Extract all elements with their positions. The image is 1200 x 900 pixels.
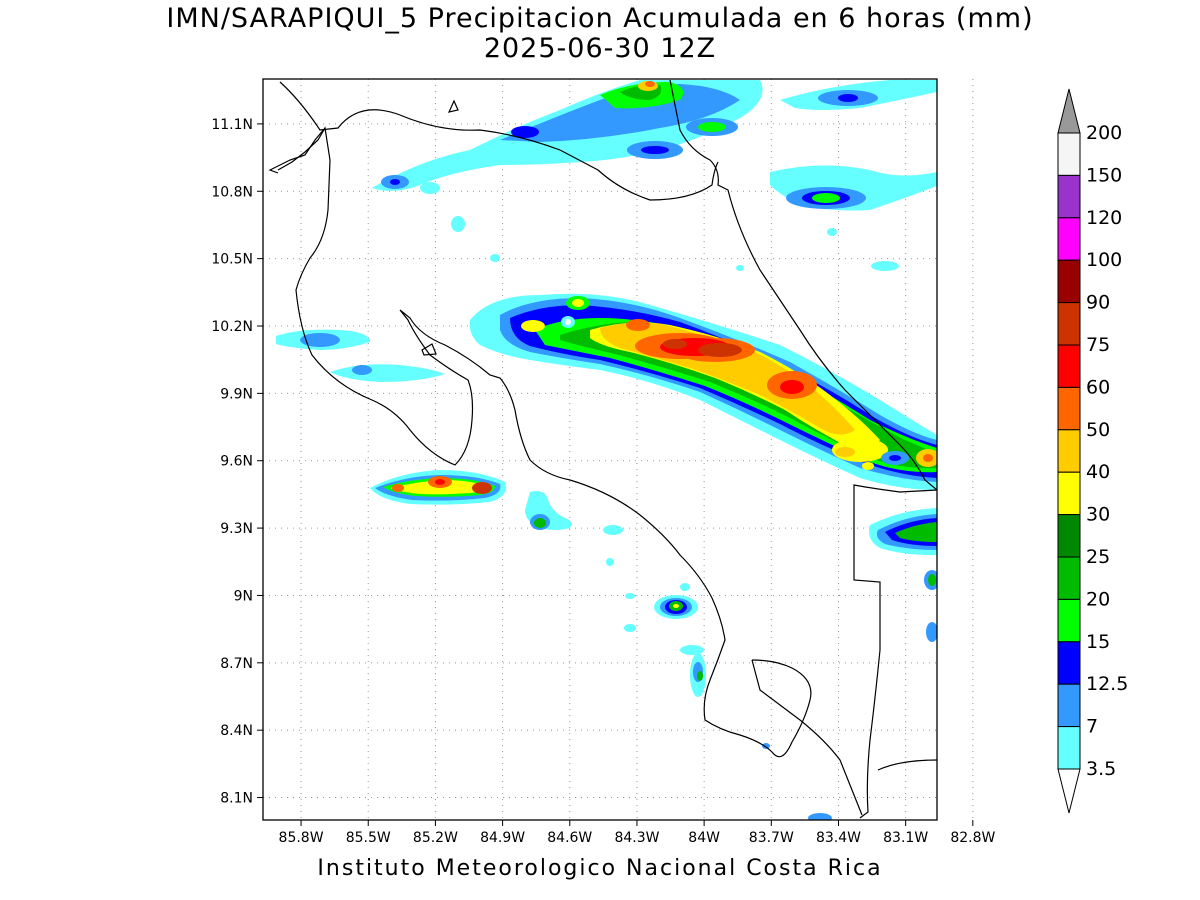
lon-axis-labels: 85.8W 85.5W 85.2W 84.9W 84.6W 84.3W 84W 83.7W 83… <box>279 820 995 846</box>
precip-band-main <box>469 293 937 490</box>
osa-peninsula <box>751 659 863 816</box>
precip-band-nicoya <box>370 470 506 505</box>
pacific-coast-north <box>277 126 812 758</box>
colorbar-swatch <box>1057 259 1081 304</box>
colorbar-label: 3.5 <box>1086 758 1116 780</box>
colorbar-swatch <box>1057 683 1081 728</box>
colorbar-swatch <box>1057 344 1081 388</box>
lon-tick-label: 83.4W <box>816 830 861 846</box>
lon-tick-label: 83.1W <box>883 830 928 846</box>
lat-tick-label: 10.5N <box>211 252 253 268</box>
colorbar-swatch <box>1057 641 1081 685</box>
lat-tick-label: 8.7N <box>220 656 253 672</box>
precip-band-west <box>276 329 445 382</box>
lat-axis-labels: 11.1N 10.8N 10.5N 10.2N 9.9N 9.6N 9.3N 9N 8.7N 8.… <box>211 117 263 807</box>
lon-tick-label: 84.3W <box>614 830 659 846</box>
lat-tick-label: 8.4N <box>220 723 253 739</box>
lat-tick-label: 8.1N <box>220 791 253 807</box>
lat-tick-label: 9.3N <box>220 521 253 537</box>
lat-tick-label: 9.6N <box>220 454 253 470</box>
colorbar: 200 150 120 100 90 75 60 50 40 30 25 20 15 12.5 7 3.5 <box>1057 88 1128 814</box>
colorbar-label: 75 <box>1086 334 1110 356</box>
colorbar-underflow-triangle <box>1057 768 1081 814</box>
colorbar-label: 60 <box>1086 376 1110 398</box>
footer-credit: Instituto Meteorologico Nacional Costa R… <box>317 856 883 881</box>
colorbar-swatch <box>1057 514 1081 558</box>
colorbar-swatch <box>1057 556 1081 600</box>
colorbar-swatch <box>1057 386 1081 431</box>
lake-nicaragua-shore <box>268 127 326 174</box>
colorbar-swatch <box>1057 726 1081 770</box>
colorbar-swatch <box>1057 217 1081 261</box>
island-nicoya <box>421 343 437 356</box>
colorbar-label: 150 <box>1086 164 1122 186</box>
colorbar-label: 100 <box>1086 249 1122 271</box>
lon-tick-label: 83.7W <box>749 830 794 846</box>
lat-tick-label: 9.9N <box>220 386 253 402</box>
lat-tick-label: 11.1N <box>211 117 253 133</box>
precip-band-north <box>372 80 937 271</box>
colorbar-label: 30 <box>1086 504 1110 526</box>
colorbar-label: 120 <box>1086 207 1122 229</box>
lon-tick-label: 84.9W <box>480 830 525 846</box>
nicaragua-border <box>279 81 719 201</box>
lon-tick-label: 84W <box>688 830 720 846</box>
lat-tick-label: 9N <box>234 588 253 604</box>
colorbar-label: 40 <box>1086 461 1110 483</box>
colorbar-overflow-triangle <box>1057 88 1081 134</box>
map-title: IMN/SARAPIQUI_5 Precipitacion Acumulada … <box>166 3 1034 34</box>
lon-tick-label: 84.6W <box>547 830 592 846</box>
colorbar-swatch <box>1057 302 1081 346</box>
lon-tick-label: 85.8W <box>279 830 324 846</box>
colorbar-label: 7 <box>1086 716 1098 738</box>
lat-tick-label: 10.8N <box>211 184 253 200</box>
precipitation-field <box>276 80 937 820</box>
colorbar-label: 12.5 <box>1086 673 1128 695</box>
lon-tick-label: 85.2W <box>413 830 458 846</box>
colorbar-label: 25 <box>1086 546 1110 568</box>
lon-tick-label: 82.8W <box>950 830 995 846</box>
colorbar-label: 20 <box>1086 588 1110 610</box>
lon-tick-label: 85.5W <box>346 830 391 846</box>
colorbar-swatch <box>1057 429 1081 473</box>
colorbar-label: 15 <box>1086 631 1110 653</box>
lat-tick-label: 10.2N <box>211 319 253 335</box>
caribbean-coast <box>669 79 937 491</box>
map-subtitle-datetime: 2025-06-30 12Z <box>483 33 717 64</box>
plot-frame <box>262 78 938 821</box>
colorbar-label: 90 <box>1086 292 1110 314</box>
precipitation-map: 11.1N 10.8N 10.5N 10.2N 9.9N 9.6N 9.3N 9N 8.7N 8.… <box>211 78 1128 846</box>
precip-band-south <box>525 491 937 820</box>
colorbar-swatch <box>1057 471 1081 516</box>
colorbar-swatch <box>1057 598 1081 643</box>
colorbar-swatch <box>1057 174 1081 219</box>
panama-border <box>853 484 937 819</box>
coastlines <box>268 79 937 819</box>
colorbar-label: 200 <box>1086 122 1122 144</box>
colorbar-swatch <box>1057 132 1081 176</box>
colorbar-label: 50 <box>1086 419 1110 441</box>
island-north <box>447 99 459 113</box>
